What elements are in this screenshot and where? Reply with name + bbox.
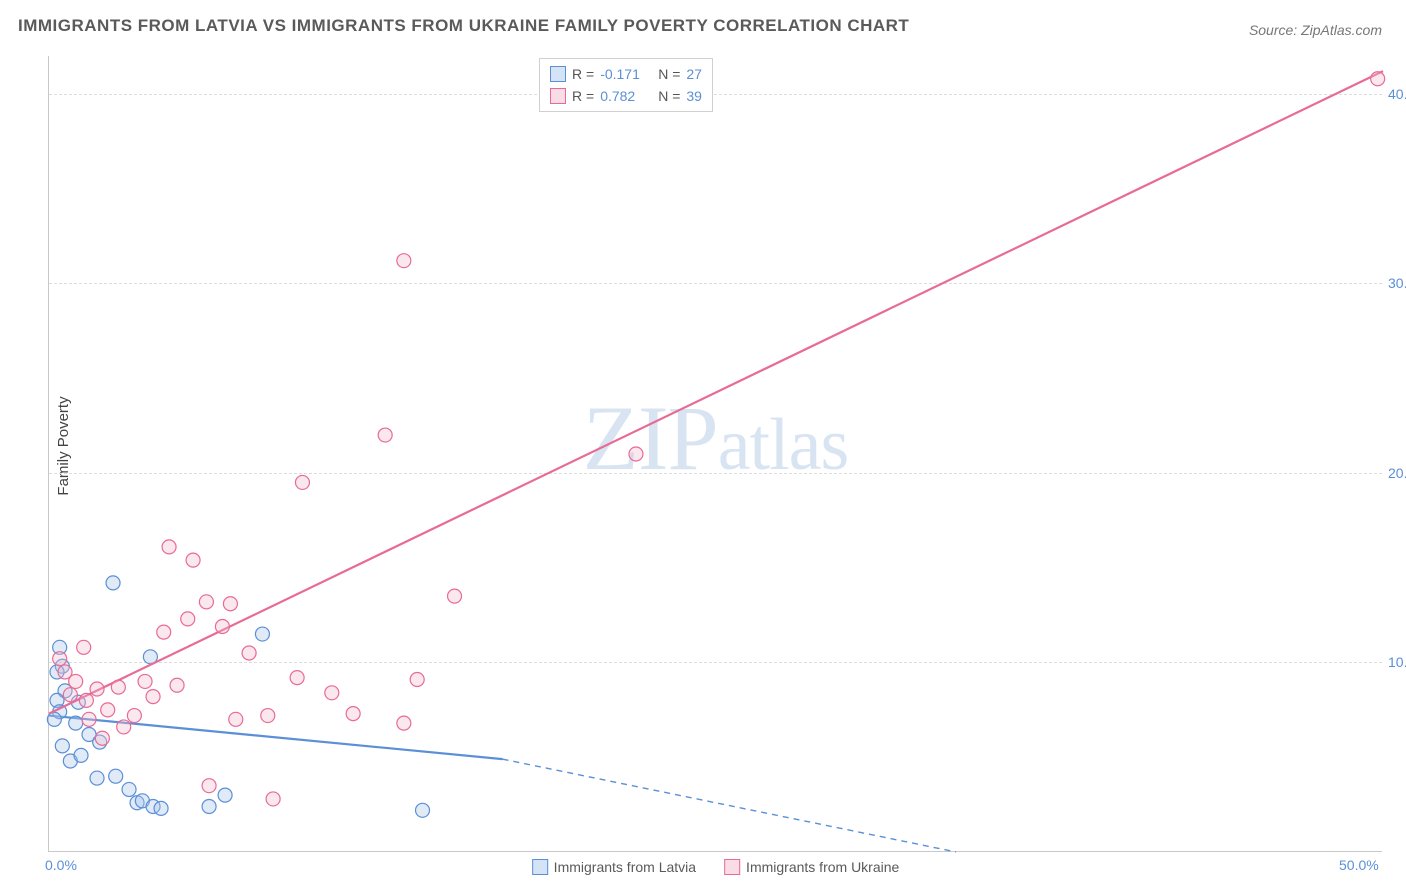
data-point-ukraine <box>157 625 171 639</box>
series-label: Immigrants from Ukraine <box>746 859 899 875</box>
regression-line-latvia <box>49 716 503 760</box>
data-point-ukraine <box>138 674 152 688</box>
data-point-latvia <box>106 576 120 590</box>
data-point-ukraine <box>101 703 115 717</box>
chart-svg <box>49 56 1382 851</box>
data-point-ukraine <box>63 688 77 702</box>
data-point-latvia <box>55 739 69 753</box>
data-point-ukraine <box>90 682 104 696</box>
correlation-legend: R =-0.171N =27R =0.782N =39 <box>539 58 713 112</box>
data-point-ukraine <box>77 640 91 654</box>
data-point-ukraine <box>111 680 125 694</box>
data-point-ukraine <box>448 589 462 603</box>
data-point-latvia <box>74 748 88 762</box>
data-point-ukraine <box>410 673 424 687</box>
data-point-ukraine <box>223 597 237 611</box>
data-point-latvia <box>154 801 168 815</box>
y-tick-label: 10.0% <box>1388 654 1406 670</box>
data-point-ukraine <box>146 690 160 704</box>
data-point-ukraine <box>170 678 184 692</box>
legend-swatch <box>550 88 566 104</box>
legend-swatch <box>532 859 548 875</box>
data-point-ukraine <box>79 693 93 707</box>
data-point-ukraine <box>215 619 229 633</box>
chart-title: IMMIGRANTS FROM LATVIA VS IMMIGRANTS FRO… <box>18 16 909 36</box>
data-point-ukraine <box>181 612 195 626</box>
data-point-latvia <box>255 627 269 641</box>
y-tick-label: 40.0% <box>1388 86 1406 102</box>
series-legend-item-latvia: Immigrants from Latvia <box>532 859 696 875</box>
data-point-ukraine <box>82 712 96 726</box>
y-tick-label: 20.0% <box>1388 465 1406 481</box>
regression-extrapolation-latvia <box>503 759 957 852</box>
series-legend: Immigrants from Latvia Immigrants from Uk… <box>532 859 900 875</box>
data-point-ukraine <box>397 716 411 730</box>
data-point-latvia <box>416 803 430 817</box>
legend-row-latvia: R =-0.171N =27 <box>550 63 702 85</box>
data-point-ukraine <box>378 428 392 442</box>
data-point-ukraine <box>199 595 213 609</box>
data-point-latvia <box>69 716 83 730</box>
x-tick-label: 50.0% <box>1339 857 1379 873</box>
data-point-ukraine <box>325 686 339 700</box>
series-label: Immigrants from Latvia <box>554 859 696 875</box>
data-point-ukraine <box>261 709 275 723</box>
x-tick-label: 0.0% <box>45 857 77 873</box>
data-point-ukraine <box>127 709 141 723</box>
y-tick-label: 30.0% <box>1388 275 1406 291</box>
data-point-ukraine <box>242 646 256 660</box>
plot-area: 10.0%20.0%30.0%40.0% ZIPatlas R =-0.171N… <box>48 56 1382 852</box>
data-point-ukraine <box>295 475 309 489</box>
data-point-ukraine <box>629 447 643 461</box>
data-point-ukraine <box>186 553 200 567</box>
data-point-ukraine <box>266 792 280 806</box>
data-point-ukraine <box>290 671 304 685</box>
data-point-ukraine <box>162 540 176 554</box>
series-legend-item-ukraine: Immigrants from Ukraine <box>724 859 899 875</box>
source-attribution: Source: ZipAtlas.com <box>1249 22 1382 38</box>
data-point-ukraine <box>95 731 109 745</box>
data-point-latvia <box>109 769 123 783</box>
data-point-ukraine <box>397 254 411 268</box>
data-point-ukraine <box>229 712 243 726</box>
regression-line-ukraine <box>49 71 1383 713</box>
legend-swatch <box>550 66 566 82</box>
data-point-latvia <box>202 800 216 814</box>
legend-row-ukraine: R =0.782N =39 <box>550 85 702 107</box>
data-point-ukraine <box>202 779 216 793</box>
legend-swatch <box>724 859 740 875</box>
data-point-ukraine <box>1371 72 1385 86</box>
data-point-latvia <box>218 788 232 802</box>
data-point-ukraine <box>69 674 83 688</box>
data-point-ukraine <box>53 652 67 666</box>
data-point-ukraine <box>346 707 360 721</box>
data-point-latvia <box>122 782 136 796</box>
data-point-ukraine <box>117 720 131 734</box>
data-point-latvia <box>90 771 104 785</box>
